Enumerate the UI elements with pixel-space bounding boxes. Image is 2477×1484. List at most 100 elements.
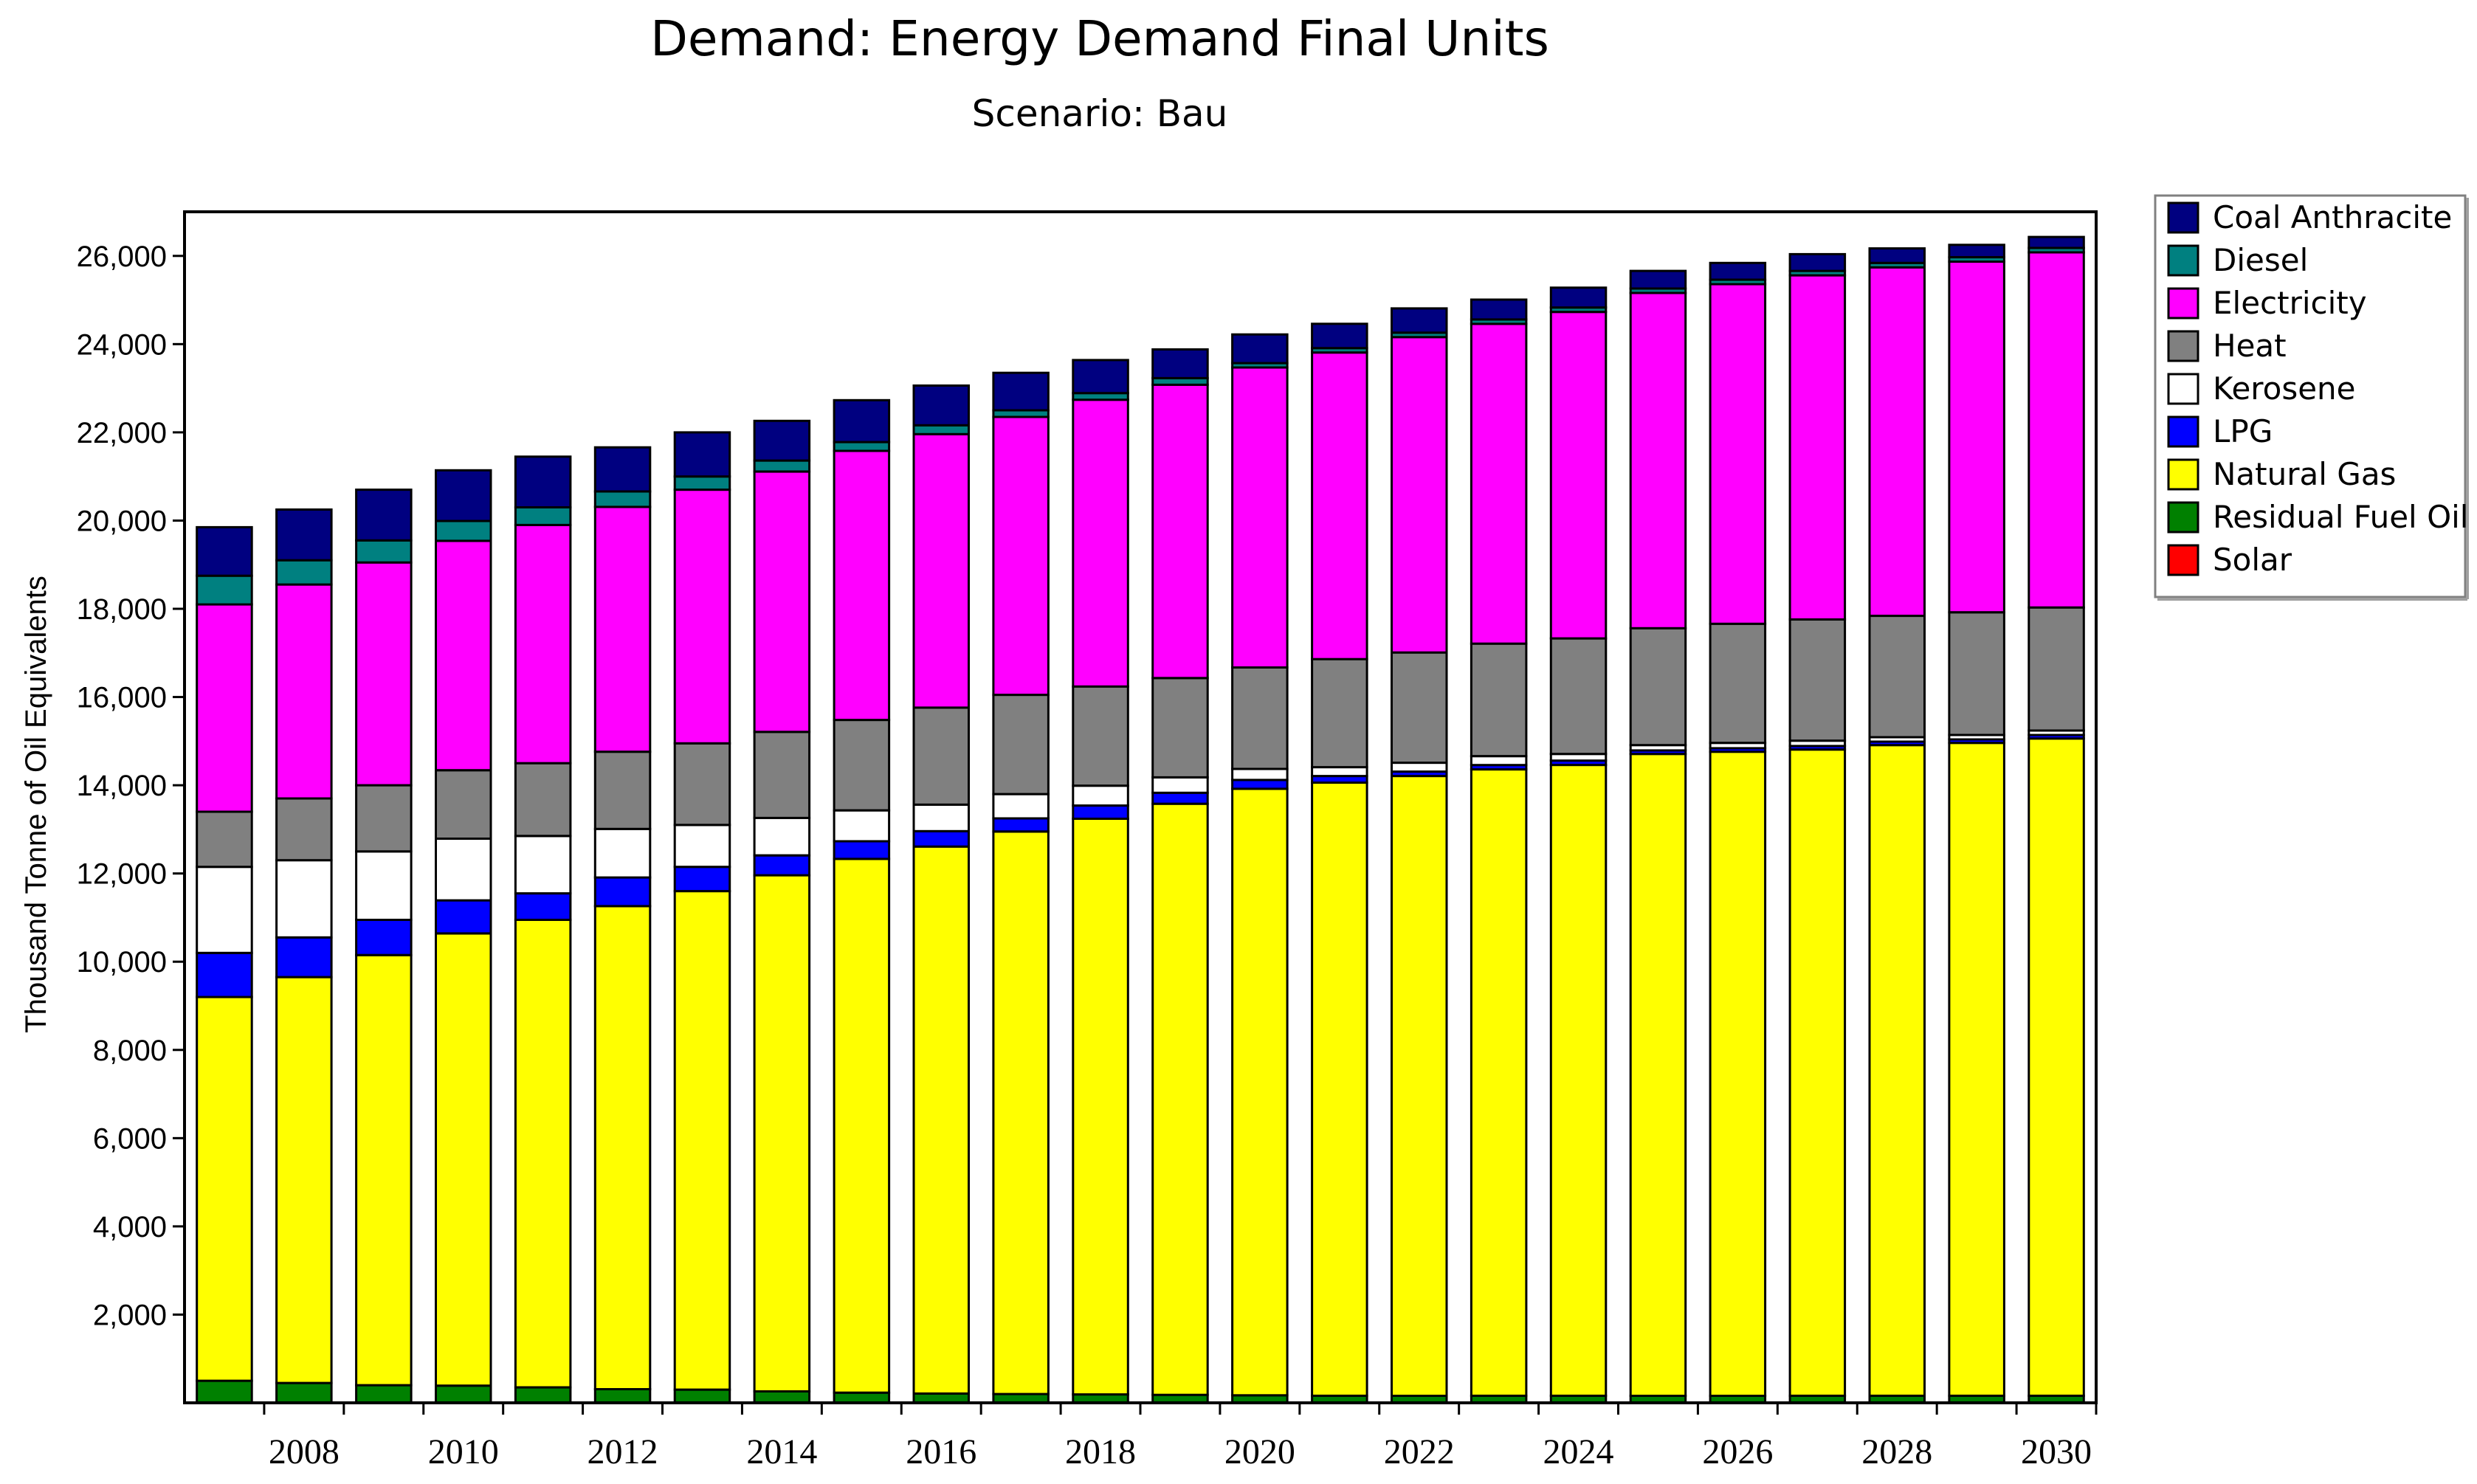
bar-segment-coal-anthracite-2009: [355, 489, 413, 542]
bar-segment-heat-2029: [1948, 611, 2005, 736]
legend-swatch-kerosene: [2167, 373, 2199, 405]
bar-segment-heat-2027: [1788, 618, 1847, 742]
bar-segment-diesel-2013: [673, 475, 731, 491]
bar-segment-heat-2022: [1391, 651, 1448, 765]
bar-segment-diesel-2012: [593, 490, 652, 508]
bar-segment-residual-fuel-oil-2011: [514, 1386, 572, 1404]
bar-segment-electricity-2022: [1391, 336, 1448, 654]
bar-segment-heat-2010: [435, 769, 492, 841]
bar-segment-heat-2026: [1709, 622, 1767, 745]
bar-segment-natural-gas-2019: [1151, 802, 1209, 1396]
bar-segment-electricity-2018: [1072, 398, 1129, 688]
bar-segment-electricity-2030: [2028, 251, 2085, 609]
legend-item-solar: Solar: [2167, 542, 2292, 578]
bar-segment-lpg-2017: [992, 817, 1050, 833]
legend-label-coal-anthracite: Coal Anthracite: [2213, 199, 2452, 235]
bar-segment-electricity-2024: [1549, 311, 1608, 640]
bar-segment-lpg-2012: [593, 876, 652, 908]
x-tick-label: 2020: [1224, 1432, 1295, 1471]
bar-segment-residual-fuel-oil-2015: [833, 1391, 891, 1404]
bar-segment-lpg-2008: [275, 936, 333, 979]
bar-stack-2010: [435, 469, 492, 1404]
bar-segment-electricity-2021: [1311, 351, 1368, 660]
bar-stack-2017: [992, 371, 1050, 1404]
bar-segment-kerosene-2016: [912, 803, 970, 832]
legend: Coal Anthracite Diesel Electricity Heat Kero…: [2154, 194, 2469, 601]
plot-background: [185, 212, 2096, 1403]
bar-segment-electricity-2025: [1629, 291, 1687, 629]
bar-segment-electricity-2019: [1151, 383, 1209, 680]
bar-segment-heat-2017: [992, 694, 1050, 796]
bar-segment-heat-2012: [593, 750, 652, 830]
bar-segment-heat-2009: [355, 784, 413, 853]
bar-segment-residual-fuel-oil-2010: [435, 1384, 492, 1404]
bar-segment-heat-2013: [673, 742, 731, 826]
bar-segment-electricity-2023: [1470, 322, 1528, 645]
legend-swatch-natural-gas: [2167, 458, 2199, 491]
bar-segment-heat-2020: [1231, 666, 1289, 770]
bar-segment-kerosene-2011: [514, 835, 572, 895]
bar-stack-2009: [355, 489, 413, 1404]
legend-item-electricity: Electricity: [2167, 285, 2367, 321]
bar-segment-electricity-2014: [753, 470, 811, 734]
bar-segment-electricity-2013: [673, 489, 731, 745]
x-axis-ticks: 2008 2010 2012 2014 2016 2018 2020 2022 2024 2026…: [263, 1403, 2098, 1471]
bar-stack-2022: [1391, 307, 1448, 1404]
bar-stack-2012: [593, 446, 652, 1404]
bar-segment-electricity-2015: [833, 449, 891, 722]
bar-segment-electricity-2008: [275, 583, 333, 800]
bar-stack-2027: [1788, 252, 1847, 1404]
bar-segment-coal-anthracite-2008: [275, 508, 333, 562]
bar-segment-kerosene-2014: [753, 816, 811, 857]
bar-segment-heat-2019: [1151, 677, 1209, 779]
x-tick-label: 2008: [269, 1432, 340, 1471]
plot-area: [185, 212, 2096, 1403]
bar-stack-2011: [514, 455, 572, 1404]
y-tick-label: 8,000: [93, 1035, 167, 1067]
bar-segment-electricity-2017: [992, 415, 1050, 697]
bar-segment-coal-anthracite-2013: [673, 431, 731, 478]
legend-swatch-residual-fuel-oil: [2167, 501, 2199, 534]
bar-segment-heat-2015: [833, 719, 891, 812]
y-tick-label: 18,000: [77, 593, 167, 626]
bar-segment-heat-2021: [1311, 658, 1368, 769]
bar-segment-natural-gas-2026: [1709, 750, 1767, 1397]
bar-segment-coal-anthracite-2018: [1072, 359, 1129, 395]
bar-segment-coal-anthracite-2019: [1151, 348, 1209, 379]
bar-segment-coal-anthracite-2021: [1311, 322, 1368, 350]
legend-swatch-solar: [2167, 544, 2199, 576]
bar-segment-residual-fuel-oil-2008: [275, 1381, 333, 1404]
bar-segment-kerosene-2018: [1072, 784, 1129, 807]
bar-segment-heat-2007: [196, 810, 253, 869]
legend-label-solar: Solar: [2213, 542, 2292, 578]
bar-stack-2013: [673, 431, 731, 1404]
bar-segment-heat-2014: [753, 731, 811, 819]
bar-stack-2018: [1072, 359, 1129, 1404]
bar-segment-coal-anthracite-2017: [992, 371, 1050, 412]
bar-segment-lpg-2010: [435, 899, 492, 935]
y-tick-label: 12,000: [77, 858, 167, 891]
bar-segment-natural-gas-2012: [593, 905, 652, 1390]
y-tick-label: 26,000: [77, 241, 167, 273]
y-tick-label: 4,000: [93, 1211, 167, 1243]
bar-segment-lpg-2016: [912, 829, 970, 848]
bar-segment-heat-2018: [1072, 685, 1129, 787]
bar-segment-coal-anthracite-2026: [1709, 261, 1767, 281]
bar-segment-natural-gas-2030: [2028, 737, 2085, 1397]
legend-item-heat: Heat: [2167, 328, 2287, 364]
bar-segment-natural-gas-2009: [355, 953, 413, 1387]
bar-segment-electricity-2010: [435, 539, 492, 772]
y-tick-label: 2,000: [93, 1299, 167, 1331]
bar-segment-diesel-2007: [196, 574, 253, 606]
x-tick-label: 2010: [428, 1432, 499, 1471]
bar-segment-lpg-2013: [673, 866, 731, 893]
bar-segment-kerosene-2008: [275, 859, 333, 939]
legend-swatch-heat: [2167, 330, 2199, 362]
legend-label-heat: Heat: [2213, 328, 2287, 364]
bar-segment-coal-anthracite-2028: [1868, 247, 1926, 264]
bar-segment-heat-2023: [1470, 642, 1528, 758]
bar-segment-coal-anthracite-2020: [1231, 333, 1289, 365]
y-tick-label: 24,000: [77, 328, 167, 361]
legend-item-lpg: LPG: [2167, 413, 2273, 449]
bar-segment-coal-anthracite-2011: [514, 455, 572, 508]
